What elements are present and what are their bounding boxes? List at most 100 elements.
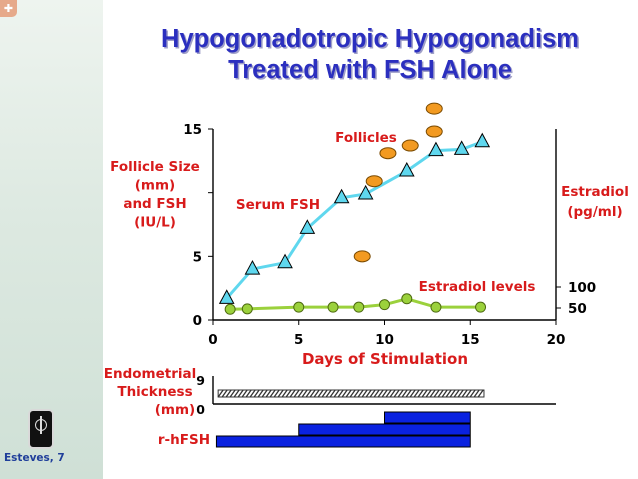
x-axis-title: Days of Stimulation xyxy=(302,350,468,368)
follicle-point xyxy=(425,125,443,138)
endometrium-hatch xyxy=(357,389,364,398)
y-tick-label: 0 xyxy=(193,313,202,329)
estradiol-point xyxy=(430,301,442,313)
endometrium-hatch xyxy=(265,389,272,398)
endometrium-hatch xyxy=(277,389,284,398)
endometrium-hatch xyxy=(309,389,316,398)
logo-icon: ✚ xyxy=(0,0,17,17)
chart-series xyxy=(218,102,491,315)
estradiol-point xyxy=(241,303,253,315)
endometrium-hatch xyxy=(393,389,400,398)
title-line-1: Hypogonadotropic Hypogonadism xyxy=(161,25,579,53)
endometrium-hatch xyxy=(273,389,280,398)
endometrium-hatch xyxy=(365,389,372,398)
endometrium-hatch xyxy=(381,389,388,398)
slide-title: Hypogonadotropic Hypogonadism Treated wi… xyxy=(110,24,630,86)
lower-panels: Endometrial Thickness (mm) 0 9 r-hFSH xyxy=(104,366,556,448)
endometrium-hatch xyxy=(429,389,436,398)
endometrium-hatch xyxy=(465,389,472,398)
endometrium-hatch xyxy=(229,389,236,398)
right-axis-title-line: Estradiol xyxy=(561,184,629,200)
endometrium-hatch xyxy=(317,389,324,398)
title-line-2: Treated with FSH Alone xyxy=(228,56,512,84)
follicle-point xyxy=(401,139,419,152)
endometrium-tick-0: 0 xyxy=(196,402,205,417)
y-tick-label: 5 xyxy=(193,249,202,265)
endometrium-hatch xyxy=(301,389,308,398)
endometrium-hatch xyxy=(453,389,460,398)
endometrium-hatch xyxy=(397,389,404,398)
fsh-point xyxy=(277,253,293,269)
endometrium-hatch xyxy=(369,389,376,398)
endometrium-hatch xyxy=(313,389,320,398)
x-tick-label: 15 xyxy=(461,332,480,348)
follicle-point xyxy=(379,147,397,160)
follicle-point xyxy=(365,175,383,188)
endometrium-hatch xyxy=(257,389,264,398)
endometrium-hatch xyxy=(329,389,336,398)
endometrium-hatch xyxy=(385,389,392,398)
chart-axes xyxy=(208,128,561,325)
right-tick-label: 50 xyxy=(568,301,587,317)
endometrium-hatch xyxy=(373,389,380,398)
follicles-label: Follicles xyxy=(335,130,397,146)
endometrium-hatch xyxy=(473,389,480,398)
fsh-point xyxy=(218,289,235,304)
endometrium-hatch xyxy=(293,389,300,398)
fsh-point xyxy=(244,260,261,275)
estradiol-label: Estradiol levels xyxy=(419,279,536,295)
right-tick-label: 100 xyxy=(568,280,596,296)
y-tick-label: 15 xyxy=(183,122,202,138)
endometrium-hatch xyxy=(305,389,312,398)
endometrium-hatch xyxy=(253,389,260,398)
endometrium-hatch xyxy=(477,389,484,398)
endometrium-hatch xyxy=(237,389,244,398)
endometrium-hatch xyxy=(445,389,452,398)
endometrium-hatch xyxy=(245,389,252,398)
endometrium-hatch xyxy=(413,389,420,398)
endometrium-hatch xyxy=(321,389,328,398)
rhfsh-label: r-hFSH xyxy=(158,432,210,448)
estradiol-point xyxy=(401,293,413,305)
endometrium-hatch xyxy=(297,389,304,398)
endometrium-hatch xyxy=(233,389,240,398)
endometrium-hatch xyxy=(377,389,384,398)
right-axis-title-line: (pg/ml) xyxy=(567,204,622,220)
fsh-label: Serum FSH xyxy=(236,197,320,213)
y-axis-title-line: Follicle Size xyxy=(110,159,200,175)
endometrium-hatch xyxy=(437,389,444,398)
endometrium-hatch xyxy=(457,389,464,398)
endometrium-hatch xyxy=(345,389,352,398)
endometrium-hatch xyxy=(289,389,296,398)
endometrium-hatch xyxy=(281,389,288,398)
y-axis-title-line: (mm) xyxy=(135,178,175,194)
estradiol-point xyxy=(353,301,365,313)
endometrium-hatch xyxy=(349,389,356,398)
fsh-point xyxy=(428,141,444,157)
endometrium-hatch xyxy=(421,389,428,398)
endometrium-hatch xyxy=(241,389,248,398)
endometrium-hatch xyxy=(401,389,408,398)
endometrium-hatch xyxy=(361,389,368,398)
endometrium-hatch xyxy=(341,389,348,398)
endometrium-hatch xyxy=(353,389,360,398)
endometrium-hatch xyxy=(433,389,440,398)
estradiol-point xyxy=(475,301,487,313)
slide-sidebar: ✚ Esteves, 7 xyxy=(0,0,103,479)
fsh-point xyxy=(299,219,316,234)
endometrium-hatch xyxy=(461,389,468,398)
x-tick-label: 5 xyxy=(294,332,303,348)
endometrium-hatch xyxy=(261,389,268,398)
estradiol-point xyxy=(327,301,339,313)
endometrium-hatch xyxy=(441,389,448,398)
estradiol-point xyxy=(379,299,390,311)
endometrium-hatch xyxy=(325,389,332,398)
endometrium-hatch xyxy=(449,389,456,398)
follicle-point xyxy=(353,250,371,263)
endometrium-hatch xyxy=(333,389,340,398)
estradiol-point xyxy=(224,303,236,315)
rhfsh-step-bar xyxy=(298,423,471,436)
endometrium-title-line: Endometrial xyxy=(104,366,196,382)
fsh-point xyxy=(333,188,350,204)
